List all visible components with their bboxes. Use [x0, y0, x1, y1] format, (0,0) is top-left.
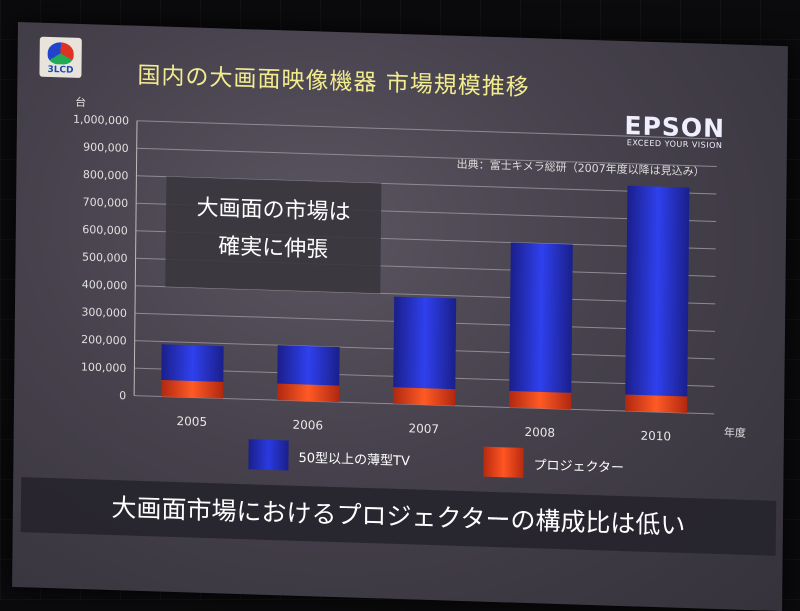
bar-tv-2005 — [161, 344, 224, 382]
bar-projector-2008 — [509, 390, 572, 410]
bar-tv-2010 — [625, 185, 690, 397]
y-tick-label: 500,000 — [82, 251, 128, 265]
bar-projector-2010 — [625, 394, 688, 414]
bar-projector-2005 — [161, 380, 224, 399]
y-tick-label: 400,000 — [82, 278, 128, 292]
y-axis — [133, 120, 138, 396]
bar-tv-2006 — [277, 345, 340, 386]
legend-projector-swatch — [483, 446, 524, 478]
callout-line-1: 大画面の市場は — [196, 195, 351, 226]
legend-projector: プロジェクター — [483, 446, 625, 481]
bar-projector-2006 — [277, 383, 340, 403]
y-tick-label: 800,000 — [83, 168, 129, 182]
bar-chart: 台 1,000,000 900,000 800,000 700,000 600,000 50… — [73, 95, 746, 444]
y-tick-label: 100,000 — [81, 360, 127, 374]
y-tick-label: 600,000 — [82, 223, 128, 237]
y-axis-unit-label: 台 — [75, 95, 86, 109]
x-axis-unit-label: 年度 — [724, 425, 746, 440]
y-tick-label: 900,000 — [83, 141, 129, 155]
x-tick-label: 2005 — [177, 414, 208, 429]
legend-tv-label: 50型以上の薄型TV — [298, 450, 410, 469]
legend-tv-swatch — [248, 439, 289, 471]
callout-line-2: 確実に伸張 — [218, 234, 329, 263]
projection-screen: 3LCD 国内の大画面映像機器 市場規模推移 EPSON EXCEED YOUR… — [12, 22, 788, 611]
x-tick-label: 2008 — [525, 425, 556, 440]
y-tick-label: 0 — [119, 389, 126, 402]
y-tick-label: 700,000 — [83, 196, 129, 210]
gridline — [136, 120, 717, 140]
y-tick-label: 300,000 — [81, 306, 127, 320]
callout-box: 大画面の市場は 確実に伸張 — [165, 176, 382, 294]
bar-projector-2007 — [393, 387, 456, 406]
bar-tv-2007 — [393, 296, 457, 390]
legend-projector-label: プロジェクター — [533, 457, 625, 476]
x-tick-label: 2006 — [293, 418, 324, 433]
y-tick-label: 200,000 — [81, 333, 127, 347]
bar-tv-2008 — [509, 242, 573, 393]
legend-tv: 50型以上の薄型TV — [248, 439, 410, 474]
x-tick-label: 2007 — [409, 421, 440, 436]
gridline — [136, 147, 717, 167]
x-tick-label: 2010 — [640, 429, 671, 444]
y-tick-label: 1,000,000 — [73, 113, 129, 128]
